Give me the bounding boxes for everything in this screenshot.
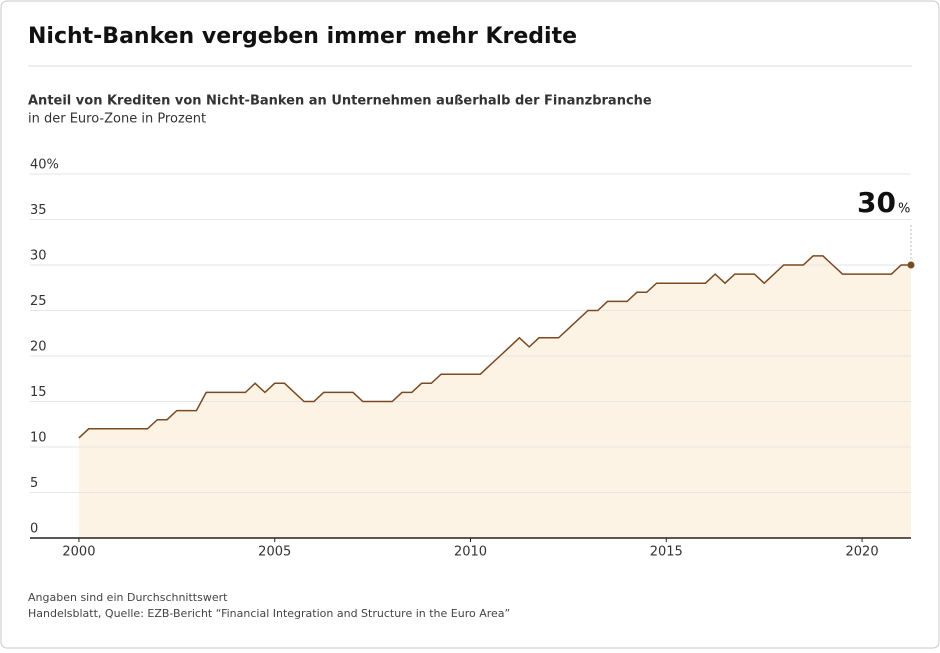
end-point: [907, 261, 915, 269]
y-tick-label: 25: [30, 294, 47, 309]
end-label: 30: [857, 186, 896, 219]
y-tick-label: 30: [30, 249, 47, 264]
y-tick-label: 10: [30, 431, 47, 446]
line: [78, 255, 911, 439]
area: [78, 255, 911, 538]
x-tick-label: 2015: [650, 545, 683, 560]
y-tick-label: 20: [30, 340, 47, 355]
x-tick-label: 2020: [846, 545, 879, 560]
subtitle: Anteil von Krediten von Nicht-Banken an …: [28, 94, 652, 109]
y-tick-label: 5: [30, 476, 38, 491]
footnote: Angaben sind ein Durchschnittswert: [28, 591, 228, 604]
y-tick-label: 35: [30, 203, 47, 218]
x-tick-label: 2005: [258, 545, 291, 560]
y-tick-label: 0: [30, 522, 38, 537]
source: Handelsblatt, Quelle: EZB-Bericht “Finan…: [28, 607, 510, 620]
chart-title: Nicht-Banken vergeben immer mehr Kredite: [28, 24, 577, 49]
subtitle-2: in der Euro-Zone in Prozent: [28, 112, 206, 127]
x-tick-label: 2010: [454, 545, 487, 560]
x-tick-label: 2000: [62, 545, 95, 560]
end-label-unit: %: [898, 202, 910, 217]
y-tick-label: 15: [30, 385, 47, 400]
y-tick-label: 40%: [30, 158, 59, 173]
